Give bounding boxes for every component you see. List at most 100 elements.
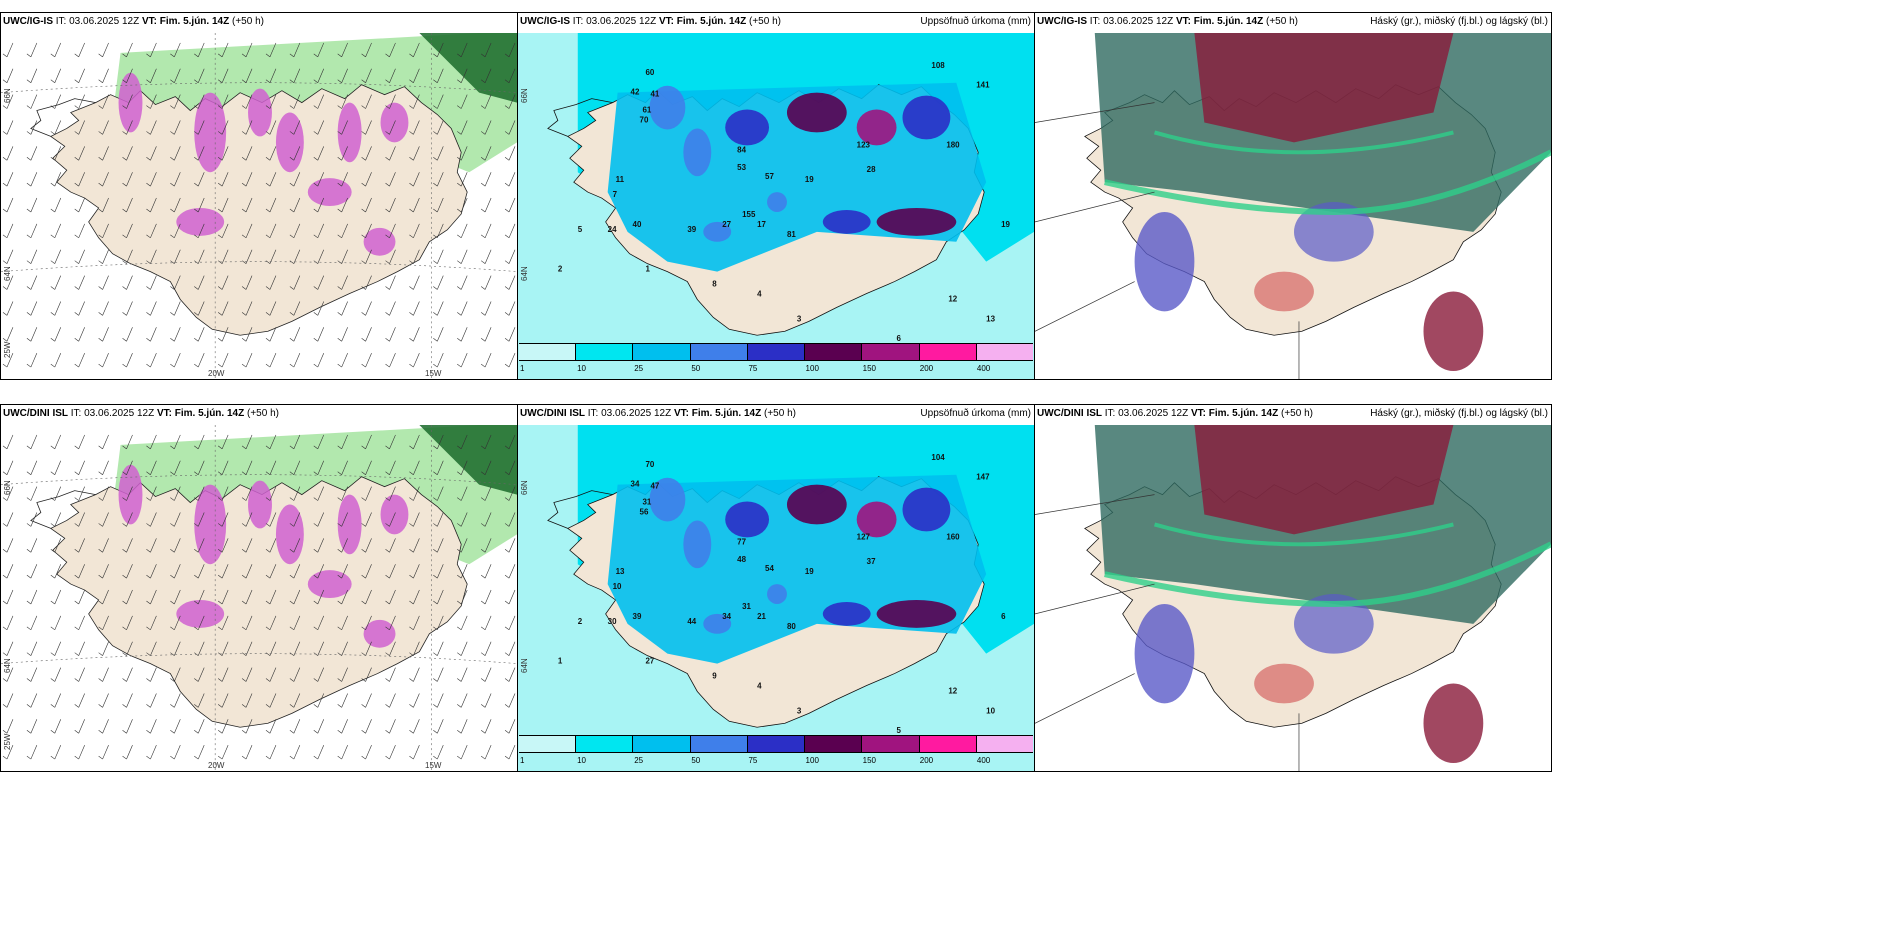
precip-blob: [703, 613, 732, 634]
wind-barb: [337, 745, 348, 760]
colorbar: [519, 343, 1033, 361]
wind-barb: [170, 589, 181, 605]
shower-blob: [337, 102, 362, 163]
wind-barb: [2, 641, 14, 656]
wind-barb: [409, 460, 420, 475]
wind-barb: [122, 275, 133, 290]
shower-blob: [118, 72, 143, 133]
wind-barb: [385, 538, 396, 553]
map-area[interactable]: [1, 425, 517, 771]
precip-value-label: 40: [633, 220, 642, 229]
wind-barb: [194, 94, 205, 109]
wind-barb: [146, 249, 157, 264]
shower-blob: [248, 480, 272, 529]
wind-barb: [313, 223, 325, 239]
colorbar-tick: 200: [919, 364, 934, 373]
wind-barb: [504, 667, 516, 682]
wind-barb: [504, 538, 516, 553]
wind-barb: [289, 120, 301, 135]
lat-label-64n: 64N: [3, 658, 12, 673]
wind-barb: [74, 589, 85, 605]
wind-barb: [241, 94, 253, 109]
wind-barb: [170, 197, 181, 213]
wind-barb: [74, 486, 85, 501]
wind-barb: [265, 275, 277, 290]
wind-barb: [241, 641, 253, 656]
wind-barb: [289, 693, 301, 708]
precip-value-label: 12: [948, 686, 957, 695]
wind-barb: [480, 353, 492, 368]
wind-barb: [480, 589, 492, 605]
wind-barb: [26, 745, 38, 760]
shower-blob: [194, 484, 227, 565]
wind-barb: [194, 146, 205, 161]
wind-barb: [170, 301, 181, 316]
wind-barb: [289, 434, 301, 450]
wind-barb: [313, 301, 325, 316]
wind-barb: [337, 615, 348, 631]
wind-barb: [337, 641, 348, 656]
wind-barb: [217, 42, 229, 58]
wind-barb: [50, 68, 62, 83]
wind-barb: [2, 327, 14, 342]
wind-barb: [74, 275, 85, 290]
wind-barb: [170, 615, 181, 631]
wind-barb: [504, 327, 516, 342]
wind-barb: [217, 120, 229, 135]
wind-barb: [385, 223, 396, 239]
wind-barb: [457, 512, 468, 527]
wind-barb: [433, 589, 444, 605]
wind-barb: [194, 68, 205, 83]
precip-value-label: 81: [787, 230, 796, 239]
precip-blob: [786, 92, 847, 133]
wind-barb: [289, 538, 301, 553]
map-area[interactable]: [1035, 33, 1551, 379]
wind-barb: [194, 615, 205, 631]
lead-time: (+50 h): [1281, 408, 1313, 419]
wind-barb: [98, 512, 109, 527]
panel-title: UWC/IG-IS IT: 03.06.2025 12Z VT: Fim. 5.…: [3, 16, 264, 27]
wind-barb: [26, 693, 38, 708]
wind-barb: [146, 275, 157, 290]
wind-barb: [457, 486, 468, 501]
wind-barb: [194, 197, 205, 213]
map-area[interactable]: 34 47 31 56 54 48 19 37 13 10 2 1 27 30 39 44 34 21 12 80 9 4…: [518, 425, 1034, 771]
wind-barb: [433, 641, 444, 656]
panel-precip-dini: UWC/DINI ISL IT: 03.06.2025 12Z VT: Fim.…: [517, 404, 1035, 772]
wind-barb: [480, 146, 492, 161]
wind-barb: [385, 615, 396, 631]
wind-barb: [146, 667, 157, 682]
colorbar-tick: 200: [919, 756, 934, 765]
wind-barb: [265, 301, 277, 316]
mid-cloud-blob: [1423, 683, 1484, 764]
wind-barb: [457, 120, 468, 135]
wind-barb: [217, 353, 229, 368]
wind-barb: [265, 719, 277, 734]
wind-barb: [98, 146, 109, 161]
wind-barb: [361, 353, 372, 368]
panel-title: UWC/IG-IS IT: 03.06.2025 12Z VT: Fim. 5.…: [520, 16, 781, 27]
colorbar-segment: [576, 736, 634, 752]
wind-barb: [433, 434, 444, 450]
map-area[interactable]: [1, 33, 517, 379]
map-area[interactable]: 42 41 61 70 57 53 19 28 11 7 5 2 1 24 40 39 27 17 12 81 8 4 3 1…: [518, 33, 1034, 379]
wind-barb: [241, 275, 253, 290]
wind-barb: [194, 745, 205, 760]
wind-barb: [241, 68, 253, 83]
wind-barb: [361, 693, 372, 708]
lon-label-20w: 20W: [208, 369, 225, 378]
wind-barb: [289, 94, 301, 109]
wind-barb: [241, 693, 253, 708]
precip-value-label: 48: [737, 555, 746, 564]
lat-label-66n: 66N: [520, 480, 529, 495]
precip-value-label: 11: [616, 175, 625, 184]
dark-green-precip-area: [419, 425, 517, 495]
wind-barb: [50, 641, 62, 656]
lon-label-25w: 25W: [3, 341, 12, 358]
panel-variable-title: Uppsöfnuð úrkoma (mm): [920, 16, 1031, 27]
panel-variable-title: Uppsöfnuð úrkoma (mm): [920, 408, 1031, 419]
map-area[interactable]: [1035, 425, 1551, 771]
valid-time-label: VT:: [141, 16, 157, 27]
wind-barb: [480, 94, 492, 109]
wind-barb: [313, 327, 325, 342]
